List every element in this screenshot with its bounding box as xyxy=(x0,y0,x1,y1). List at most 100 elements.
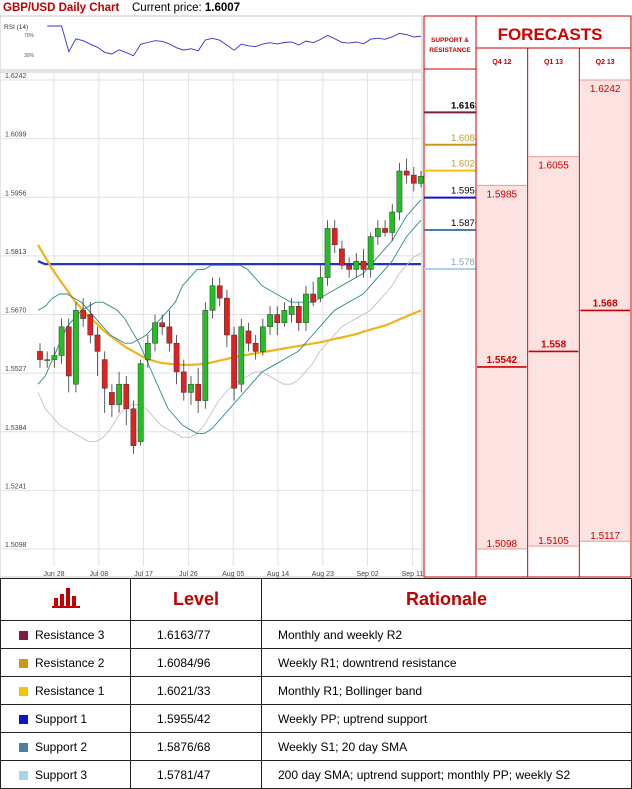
level-name: Resistance 1 xyxy=(35,683,105,698)
candle-body xyxy=(216,285,223,299)
candle-body xyxy=(137,363,144,442)
sr-header-line-2: RESISTANCE xyxy=(429,47,471,54)
candle-body xyxy=(324,228,331,278)
forecast-high-value: 1.5985 xyxy=(487,189,518,200)
current-price: Current price: 1.6007 xyxy=(132,0,240,16)
x-tick-label: Jun 28 xyxy=(43,571,64,578)
forecast-mid-value: 1.5542 xyxy=(487,355,518,366)
candle-body xyxy=(396,170,403,213)
level-name: Resistance 2 xyxy=(35,655,105,670)
level-value: 1.5781/47 xyxy=(130,760,262,789)
series-line-bollinger-middle xyxy=(37,252,422,443)
level-rationale: Monthly and weekly R2 xyxy=(261,620,632,649)
candle-body xyxy=(238,326,245,385)
x-tick-label: Jul 17 xyxy=(134,571,153,578)
sr-level-value: 1.6163 xyxy=(451,100,480,111)
chart-title: GBP/USD Daily Chart xyxy=(3,2,120,14)
candle-body xyxy=(166,326,173,344)
candle-body xyxy=(173,342,180,373)
level-value: 1.6163/77 xyxy=(130,620,262,649)
candle-body xyxy=(281,310,288,323)
level-value: 1.5876/68 xyxy=(130,732,262,761)
candle-body xyxy=(94,334,101,352)
rsi-tick-30: 30% xyxy=(24,53,35,59)
forecasts-title: FORECASTS xyxy=(498,25,603,44)
level-name-cell: Resistance 1 xyxy=(0,676,131,705)
candle-body xyxy=(123,383,130,410)
level-rationale: Weekly R1; downtrend resistance xyxy=(261,648,632,677)
candle-body xyxy=(224,297,230,336)
level-name: Support 3 xyxy=(35,767,88,782)
table-header-row: Level Rationale xyxy=(0,578,632,621)
price-grid: 1.6242 1.6099 1.5956 1.5813 1.5670 1.5527 1.53… xyxy=(0,72,423,578)
candle-body xyxy=(317,277,324,299)
candle-body xyxy=(339,248,345,266)
x-tick-label: Aug 14 xyxy=(267,571,289,578)
x-tick-label: Jul 08 xyxy=(89,571,108,578)
forecast-low-value: 1.5117 xyxy=(590,531,620,542)
rsi-line xyxy=(47,25,422,57)
table-row: Resistance 2 1.6084/96 Weekly R1; downtr… xyxy=(0,648,632,677)
candle-body xyxy=(295,306,302,323)
forecast-high-value: 1.6242 xyxy=(590,84,621,95)
table-row: Resistance 1 1.6021/33 Monthly R1; Bolli… xyxy=(0,676,632,705)
chart-svg: RSI (14) 70% 30% 1.6242 1.6099 1.5956 1.581… xyxy=(0,15,632,578)
candle-body xyxy=(403,170,410,176)
y-tick-label: 1.5241 xyxy=(5,483,27,490)
level-rationale: 200 day SMA; uptrend support; monthly PP… xyxy=(261,760,632,789)
candle-body xyxy=(382,228,388,233)
level-name: Support 1 xyxy=(35,711,88,726)
candle-body xyxy=(267,314,273,328)
candle-body xyxy=(130,408,137,446)
x-tick-label: Aug 23 xyxy=(312,571,334,578)
sr-levels: 1.6163 1.6084 1.6021 1.5955 1.5876 1.5781 xyxy=(424,100,480,270)
candle-body xyxy=(37,351,43,360)
y-tick-label: 1.5670 xyxy=(5,308,27,315)
forecast-mid-value: 1.568 xyxy=(593,298,618,309)
level-name: Support 2 xyxy=(35,739,88,754)
candle-body xyxy=(303,293,309,323)
candle-body xyxy=(209,285,216,311)
level-value: 1.6021/33 xyxy=(130,676,262,705)
rsi-label: RSI (14) xyxy=(4,24,28,31)
candle-body xyxy=(288,306,295,315)
candle-body xyxy=(65,326,72,377)
level-name-cell: Support 2 xyxy=(0,732,131,761)
sr-level-value: 1.5781 xyxy=(451,257,480,268)
sr-level-value: 1.5955 xyxy=(451,186,480,197)
candle-body xyxy=(418,176,424,184)
candle-body xyxy=(109,392,115,405)
candle-body xyxy=(116,383,122,405)
candle-body xyxy=(410,174,417,184)
forecast-column-label: Q2 13 xyxy=(596,59,615,66)
candle-body xyxy=(353,260,360,270)
candle-body xyxy=(375,228,381,237)
candle-body xyxy=(188,383,194,393)
forecast-low-value: 1.5098 xyxy=(487,539,518,550)
candle-body xyxy=(259,326,266,352)
level-name-cell: Support 1 xyxy=(0,704,131,733)
level-swatch xyxy=(19,658,28,668)
bars-chart-icon xyxy=(0,578,131,621)
y-tick-label: 1.5384 xyxy=(5,425,27,432)
level-name-cell: Resistance 2 xyxy=(0,648,131,677)
series-line-sma-50 xyxy=(37,244,422,366)
candle-body xyxy=(80,310,86,319)
forecast-mid-value: 1.558 xyxy=(541,339,566,350)
level-header: Level xyxy=(130,578,262,621)
forecast-column-label: Q1 13 xyxy=(544,59,563,66)
candle-body xyxy=(310,293,317,303)
level-swatch xyxy=(19,742,28,752)
current-price-label: Current price: xyxy=(132,2,202,14)
forecast-columns: Q4 12 1.5985 1.5542 1.5098 Q1 13 1.6055 1.558 1… xyxy=(477,48,630,577)
rationale-header: Rationale xyxy=(261,578,632,621)
table-row: Support 3 1.5781/47 200 day SMA; uptrend… xyxy=(0,760,632,789)
level-name: Resistance 3 xyxy=(35,627,105,642)
candle-body xyxy=(274,314,281,323)
forecast-low-value: 1.5105 xyxy=(538,536,569,547)
y-tick-label: 1.5956 xyxy=(5,190,27,197)
series-line-bollinger-lower xyxy=(37,219,422,434)
candle-body xyxy=(144,342,151,360)
candle-body xyxy=(51,355,58,360)
